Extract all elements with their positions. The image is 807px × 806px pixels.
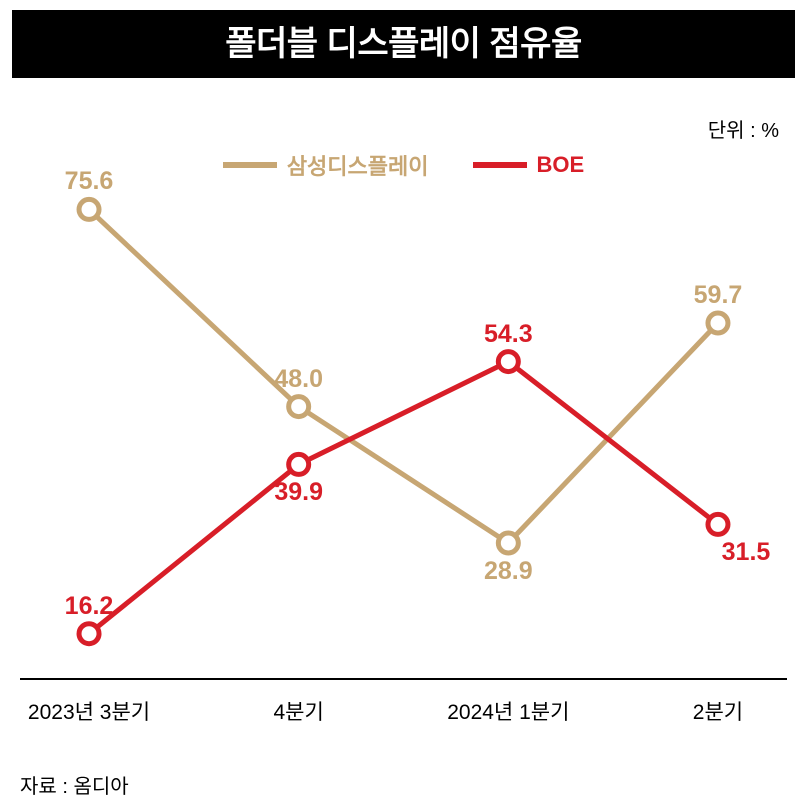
legend-swatch xyxy=(473,162,527,168)
series-line xyxy=(89,362,718,634)
x-tick-label: 2024년 1분기 xyxy=(447,696,569,726)
data-marker xyxy=(498,533,518,553)
value-label: 16.2 xyxy=(65,592,114,621)
data-marker xyxy=(79,624,99,644)
x-tick-label: 2분기 xyxy=(693,696,743,726)
legend-item: 삼성디스플레이 xyxy=(223,149,429,181)
legend-swatch xyxy=(223,162,277,168)
value-label: 28.9 xyxy=(484,557,533,586)
unit-label: 단위 : % xyxy=(708,114,779,143)
data-marker xyxy=(708,514,728,534)
data-marker xyxy=(708,313,728,333)
x-axis-line xyxy=(20,678,787,680)
data-marker xyxy=(498,352,518,372)
value-label: 39.9 xyxy=(274,478,323,507)
legend-item: BOE xyxy=(473,152,585,178)
data-marker xyxy=(289,454,309,474)
value-label: 59.7 xyxy=(694,281,743,310)
data-marker xyxy=(79,199,99,219)
value-label: 48.0 xyxy=(274,365,323,394)
legend: 삼성디스플레이 BOE xyxy=(0,148,807,181)
value-label: 54.3 xyxy=(484,320,533,349)
chart-container: 폴더블 디스플레이 점유율 단위 : % 삼성디스플레이 BOE 2023년 3분… xyxy=(0,10,807,806)
data-marker xyxy=(289,397,309,417)
series-line xyxy=(89,209,718,543)
source-label: 자료 : 옴디아 xyxy=(20,770,129,799)
x-tick-label: 2023년 3분기 xyxy=(28,696,150,726)
value-label: 31.5 xyxy=(722,538,771,567)
value-label: 75.6 xyxy=(65,167,114,196)
legend-label: 삼성디스플레이 xyxy=(287,149,429,181)
legend-label: BOE xyxy=(537,152,585,178)
x-tick-label: 4분기 xyxy=(274,696,324,726)
plot-area xyxy=(20,178,787,678)
x-axis-labels: 2023년 3분기 4분기 2024년 1분기 2분기 xyxy=(20,696,787,756)
chart-title: 폴더블 디스플레이 점유율 xyxy=(12,10,795,78)
